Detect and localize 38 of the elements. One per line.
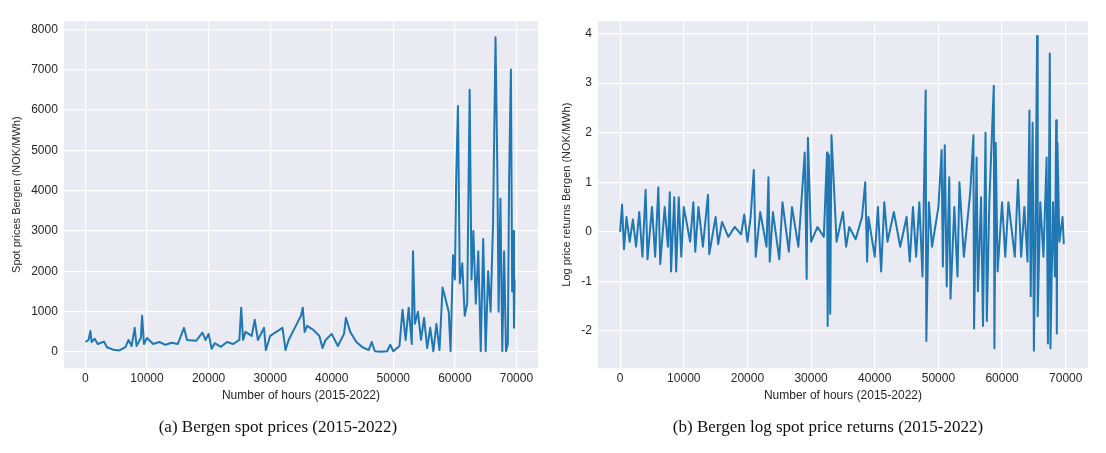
y-tick-label: 0 <box>51 344 59 359</box>
x-tick-label: 20000 <box>730 370 765 385</box>
y-tick-label: 1000 <box>31 304 59 319</box>
y-tick-label: 6000 <box>31 102 59 117</box>
y-tick-label: 5000 <box>31 142 59 157</box>
x-tick-label: 40000 <box>315 370 349 385</box>
x-tick-label: 10000 <box>130 370 165 385</box>
x-tick-label: 50000 <box>921 370 956 385</box>
x-tick-label: 40000 <box>858 370 892 385</box>
y-tick-label: 1 <box>585 174 593 189</box>
x-tick-label: 30000 <box>794 370 829 385</box>
x-tick-label: 70000 <box>1049 370 1083 385</box>
y-tick-label: 2000 <box>31 263 59 278</box>
x-axis-title: Number of hours (2015-2022) <box>763 388 922 403</box>
y-tick-label: 0 <box>585 224 593 239</box>
x-tick-label: 60000 <box>438 370 472 385</box>
y-tick-label: 3 <box>585 75 593 90</box>
x-tick-label: 10000 <box>667 370 701 385</box>
x-tick-label: 30000 <box>253 370 288 385</box>
y-axis-title: Spot prices Bergen (NOK/MWh) <box>9 116 22 273</box>
y-tick-label: 4000 <box>31 182 59 197</box>
x-tick-label: 0 <box>82 370 90 385</box>
y-tick-label: 2 <box>585 125 593 140</box>
y-tick-label: -1 <box>581 273 593 288</box>
x-tick-label: 0 <box>616 370 624 385</box>
x-tick-label: 20000 <box>191 370 226 385</box>
y-tick-label: 4 <box>585 25 593 40</box>
y-tick-label: 7000 <box>31 61 59 76</box>
y-tick-label: 3000 <box>31 223 59 238</box>
y-axis-title: Log price returns Bergen (NOK/MWh) <box>559 102 572 287</box>
x-tick-label: 70000 <box>499 370 534 385</box>
y-tick-label: -2 <box>581 323 593 338</box>
text: (b) Bergen log spot price returns (2015-2022) <box>672 417 984 437</box>
y-tick-label: 8000 <box>31 21 59 36</box>
x-axis-title: Number of hours (2015-2022) <box>221 388 380 403</box>
x-tick-label: 60000 <box>985 370 1020 385</box>
text: (a) Bergen spot prices (2015-2022) <box>158 417 398 437</box>
x-tick-label: 50000 <box>376 370 411 385</box>
